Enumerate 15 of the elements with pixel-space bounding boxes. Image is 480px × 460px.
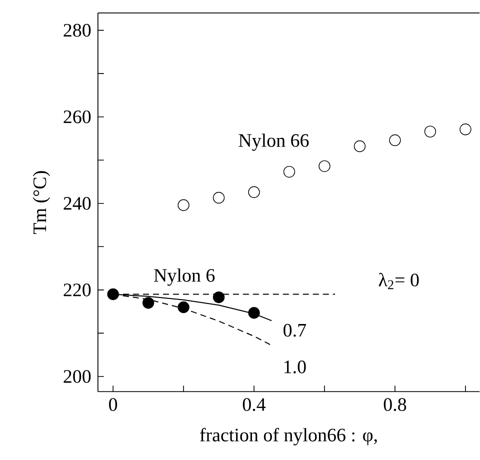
y-tick-label: 260 xyxy=(64,110,91,124)
x-axis-title: fraction of nylon66 : φ, xyxy=(200,428,377,446)
series-label: Nylon 66 xyxy=(238,134,309,152)
y-tick-label: 240 xyxy=(64,197,91,210)
series-label: 1.0 xyxy=(284,360,306,374)
series-label: Nylon 6 xyxy=(154,268,215,286)
y-tick-label: 280 xyxy=(64,24,91,37)
x-tick-label: 0 xyxy=(109,398,118,412)
x-tick-label: 0.8 xyxy=(384,398,406,412)
text: λ$_{2}$= 0 xyxy=(378,273,419,290)
y-tick-label: 220 xyxy=(64,284,91,297)
x-tick-label: 0.4 xyxy=(242,398,266,412)
y-tick-label: 200 xyxy=(64,370,91,384)
series-label: 0.7 xyxy=(284,324,306,337)
y-axis-title: Tm (°C) xyxy=(32,171,50,234)
